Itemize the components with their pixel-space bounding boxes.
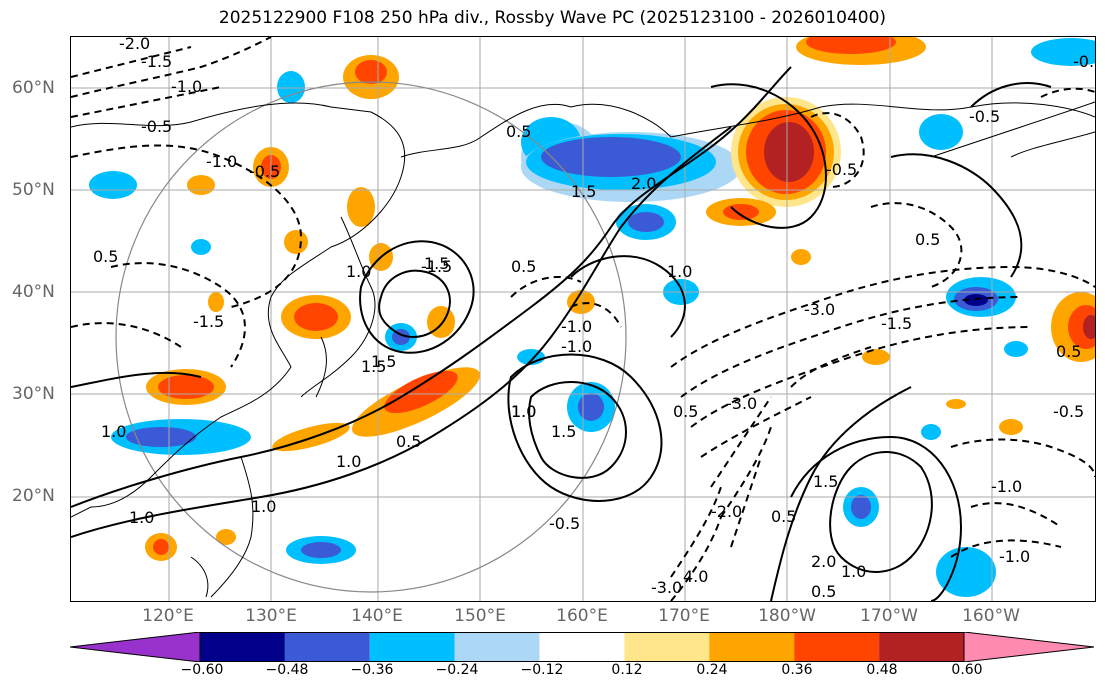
colorbar-tick: −0.12 <box>520 662 564 678</box>
contour-label: -0.5 <box>969 107 1000 126</box>
lon-label: 160°W <box>962 606 1020 626</box>
colorbar-cell <box>879 632 964 662</box>
contour-label: 1.5 <box>551 422 576 441</box>
colorbar-outline <box>199 632 965 662</box>
graticule <box>71 37 1095 601</box>
colorbar-cell <box>200 632 285 662</box>
contour-label: 1.5 <box>361 357 386 376</box>
lon-label: 150°E <box>454 606 506 626</box>
map-canvas: -2.0 -1.5 -1.0 -0.5 -1.0 -0.5 0.5 -1.5 1… <box>71 37 1095 601</box>
colorbar-cell <box>794 632 880 662</box>
lon-label: 140°E <box>351 606 403 626</box>
figure-title: 2025122900 F108 250 hPa div., Rossby Wav… <box>218 8 887 28</box>
lon-label: 170°E <box>658 606 710 626</box>
contour-label: 1.0 <box>667 262 692 281</box>
contour-label: 1.0 <box>841 562 866 581</box>
contour-label: 0.5 <box>771 507 796 526</box>
contour-label: 1.5 <box>813 472 838 491</box>
contour-label: 0.5 <box>511 257 536 276</box>
contour-label: -2.0 <box>711 502 742 521</box>
contour-label: 0.5 <box>915 230 940 249</box>
contour-label: 1.5 <box>371 352 396 371</box>
contour-label: -3.0 <box>726 394 757 413</box>
contour-label: 1.0 <box>251 497 276 516</box>
contour-label: -0.5 <box>141 117 172 136</box>
lat-label: 60°N <box>12 78 55 98</box>
contour-label: 1.0 <box>336 452 361 471</box>
contour-label: -1.0 <box>561 337 592 356</box>
contour-label: 0.5 <box>93 247 118 266</box>
contour-label: -1.5 <box>881 314 912 333</box>
colorbar-cells <box>70 632 1094 662</box>
contour-label: -0.5 <box>826 160 857 179</box>
lon-label: 120°E <box>142 606 194 626</box>
contour-label: 1.0 <box>511 402 536 421</box>
contour-label: -0.5 <box>1073 52 1095 71</box>
contour-label: -1.5 <box>141 52 172 71</box>
contour-label: -1.0 <box>991 477 1022 496</box>
coastlines <box>71 101 1095 598</box>
contour-label-group: -2.0 -1.5 -1.0 -0.5 -1.0 -0.5 0.5 -1.5 1… <box>93 37 1095 601</box>
contour-label: -0.5 <box>249 162 280 181</box>
contour-label: -1.0 <box>561 317 592 336</box>
contour-label: 2.0 <box>631 174 656 193</box>
contour-label: -1.0 <box>206 152 237 171</box>
map-panel: -2.0 -1.5 -1.0 -0.5 -1.0 -0.5 0.5 -1.5 1… <box>70 36 1096 602</box>
lat-label: 50°N <box>12 180 55 200</box>
lon-label: 160°E <box>556 606 608 626</box>
contour-label: 2.0 <box>811 552 836 571</box>
contour-label: 0.5 <box>1056 342 1081 361</box>
contour-label: -3.0 <box>651 578 682 597</box>
colorbar-tick: 0.24 <box>696 662 728 678</box>
contour-label: 0.5 <box>673 402 698 421</box>
colorbar-tick: 0.36 <box>781 662 813 678</box>
contour-label: -0.5 <box>549 514 580 533</box>
colorbar-tick: 0.48 <box>866 662 898 678</box>
contour-label: -1.5 <box>193 312 224 331</box>
contour-label: -2.0 <box>119 37 150 53</box>
colorbar-cell <box>454 632 540 662</box>
reference-circle <box>115 81 627 593</box>
colorbar-tick: −0.48 <box>265 662 309 678</box>
colorbar-tick: −0.36 <box>350 662 394 678</box>
colorbar-cell <box>539 632 625 662</box>
colorbar-tick: −0.60 <box>180 662 224 678</box>
contour-label: 1.0 <box>346 262 371 281</box>
contour-label: 1.0 <box>511 402 536 421</box>
contours-positive <box>71 66 1052 601</box>
contour-label: -1.0 <box>171 77 202 96</box>
contours-negative <box>71 37 1095 601</box>
lon-label: 180°W <box>758 606 816 626</box>
colorbar-extend-max <box>963 632 1094 662</box>
contour-label: 1.0 <box>101 422 126 441</box>
contour-label: 1.5 <box>424 254 449 273</box>
colorbar-cell <box>709 632 795 662</box>
lat-label: 40°N <box>12 282 55 302</box>
lon-label: 170°W <box>860 606 918 626</box>
contour-label: -1.5 <box>421 257 452 276</box>
colorbar-cell <box>369 632 455 662</box>
lat-label: 20°N <box>12 486 55 506</box>
contour-label: 0.5 <box>396 432 421 451</box>
contour-label: -3.0 <box>804 300 835 319</box>
contour-label: 1.5 <box>571 182 596 201</box>
contour-label: -0.5 <box>1053 402 1084 421</box>
colorbar-tick: 0.60 <box>951 662 983 678</box>
colorbar-extend-min <box>70 632 201 662</box>
contour-label: 0.5 <box>811 582 836 601</box>
colorbar-tick: 0.12 <box>611 662 643 678</box>
contour-label: 4.0 <box>683 567 708 586</box>
lon-label: 130°E <box>245 606 297 626</box>
colorbar-cell <box>284 632 370 662</box>
contour-label: 1.0 <box>129 508 154 527</box>
contour-label: 0.5 <box>506 122 531 141</box>
contour-label: -1.0 <box>999 547 1030 566</box>
colorbar-tick: −0.24 <box>435 662 479 678</box>
lat-label: 30°N <box>12 384 55 404</box>
colorbar <box>70 632 1094 662</box>
colorbar-cell <box>624 632 710 662</box>
